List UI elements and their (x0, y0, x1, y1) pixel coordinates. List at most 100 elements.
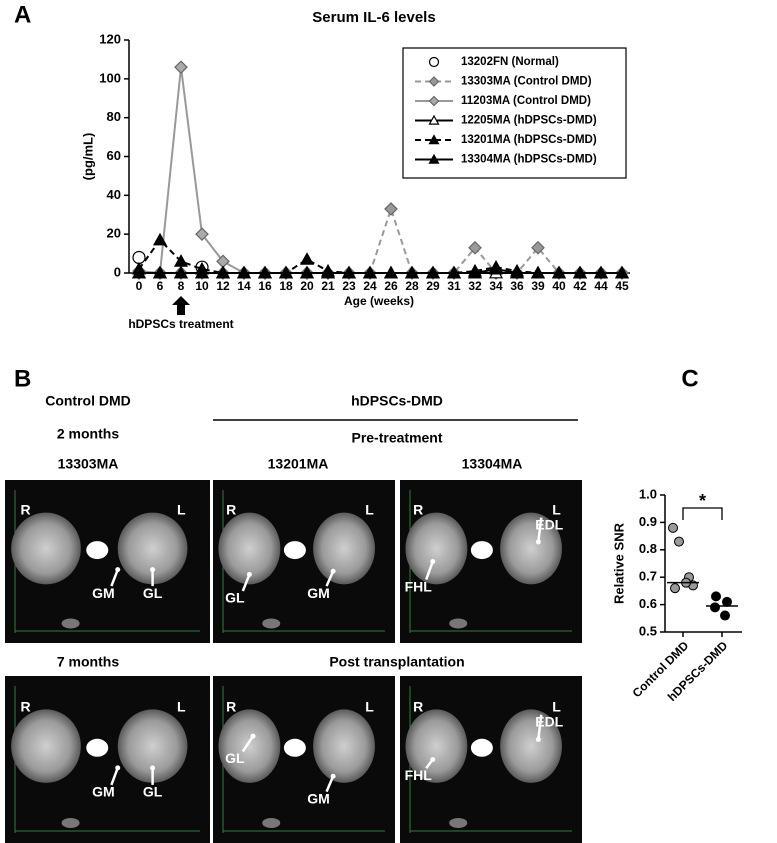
panel-label: B (14, 365, 31, 392)
series-line (139, 205, 622, 274)
mri-leg (11, 512, 81, 585)
x-tick-label: 40 (552, 279, 566, 293)
marker (428, 114, 440, 125)
mri-arrow (241, 574, 251, 592)
header: 2 months (57, 426, 119, 442)
legend-label: 12205MA (hDPSCs-DMD) (461, 115, 597, 127)
marker (257, 265, 273, 279)
x-tick-label: 10 (195, 279, 209, 293)
mri-arrowhead (430, 559, 436, 564)
data-point (722, 596, 732, 607)
x-tick-label: 24 (363, 279, 377, 293)
mri-phantom (61, 817, 80, 828)
data-point (710, 602, 720, 613)
mri-leg (313, 512, 375, 585)
mri-arrow (241, 735, 255, 753)
mri-arrowhead (246, 572, 252, 578)
header: hDPSCs-DMD (351, 393, 443, 409)
marker (530, 265, 546, 279)
mri-arrow (325, 775, 335, 793)
x-tick-label: 8 (178, 279, 185, 293)
header: 13201MA (268, 456, 329, 472)
mri-marker (86, 738, 109, 757)
marker (383, 265, 399, 279)
marker (551, 265, 567, 279)
x-tick-label: 36 (510, 279, 524, 293)
x-tick-label: 29 (426, 279, 440, 293)
marker (299, 252, 315, 265)
mri-leg (117, 512, 188, 585)
marker (428, 76, 440, 87)
chart-title: Serum IL-6 levels (312, 9, 435, 26)
data-point (668, 522, 678, 533)
mri-arrowhead (115, 765, 121, 771)
mri-arrow (425, 561, 434, 581)
marker (488, 261, 504, 275)
y-tick-label: 20 (107, 226, 121, 241)
mri-label: GL (143, 585, 163, 601)
x-tick-label: 44 (594, 279, 608, 293)
marker (278, 265, 294, 279)
y-tick-label: 0.7 (639, 569, 657, 584)
y-tick-label: 1.0 (639, 486, 657, 501)
mri-label: R (226, 698, 236, 714)
marker (152, 232, 168, 246)
mri-arrow (110, 767, 119, 786)
mri-phantom (61, 618, 80, 629)
mri-marker (86, 541, 109, 560)
marker (425, 265, 441, 279)
mri-arrow (110, 569, 119, 587)
mri-label: R (413, 698, 423, 714)
mri-marker (470, 541, 493, 560)
x-tick-label: 16 (258, 279, 272, 293)
mri-leg (500, 512, 562, 585)
series-line (139, 268, 622, 274)
mri-marker (283, 541, 306, 560)
header: Pre-treatment (351, 430, 442, 446)
header: Post transplantation (329, 654, 464, 670)
x-tick-label: 39 (531, 279, 545, 293)
header: Control DMD (45, 393, 131, 409)
data-point (711, 591, 721, 602)
marker (299, 265, 315, 279)
marker (152, 265, 168, 279)
mri-arrow (325, 570, 335, 587)
mri-label: R (226, 502, 236, 518)
mri-label: R (413, 502, 423, 518)
mri-arrowhead (150, 765, 156, 771)
marker (572, 265, 588, 279)
y-tick-label: 80 (107, 109, 121, 124)
marker (173, 265, 189, 279)
y-tick-label: 0.6 (639, 596, 657, 611)
mri-label: GM (307, 790, 330, 806)
mri-marker (470, 738, 493, 757)
mri-arrowhead (535, 736, 541, 742)
header: 13304MA (462, 456, 523, 472)
series-line (138, 67, 328, 275)
mri-arrowhead (115, 567, 121, 573)
marker (341, 265, 357, 279)
marker (194, 265, 210, 279)
significance: * (699, 491, 706, 511)
marker (428, 56, 440, 68)
y-axis-label: (pg/mL) (80, 133, 95, 181)
mri-label: GM (92, 784, 115, 800)
x-tick-label: 6 (157, 279, 164, 293)
x-tick-label: 45 (615, 279, 629, 293)
legend-label: 11203MA (Control DMD) (461, 95, 591, 107)
legend-box (402, 47, 627, 179)
y-tick-label: 100 (99, 70, 121, 85)
x-tick-label: 42 (573, 279, 587, 293)
marker (593, 265, 609, 279)
significance-bracket (682, 507, 723, 520)
y-axis-label: Relative SNR (611, 522, 626, 604)
mri-leg (218, 709, 281, 783)
y-tick-label: 0.9 (639, 514, 657, 529)
mri-label: L (552, 502, 561, 518)
x-tick-label: 0 (136, 279, 143, 293)
mri-phantom (449, 817, 468, 828)
mri-label: L (177, 502, 186, 518)
mri-label: FHL (405, 767, 433, 783)
y-tick-label: 0 (114, 264, 121, 279)
marker (131, 265, 147, 279)
